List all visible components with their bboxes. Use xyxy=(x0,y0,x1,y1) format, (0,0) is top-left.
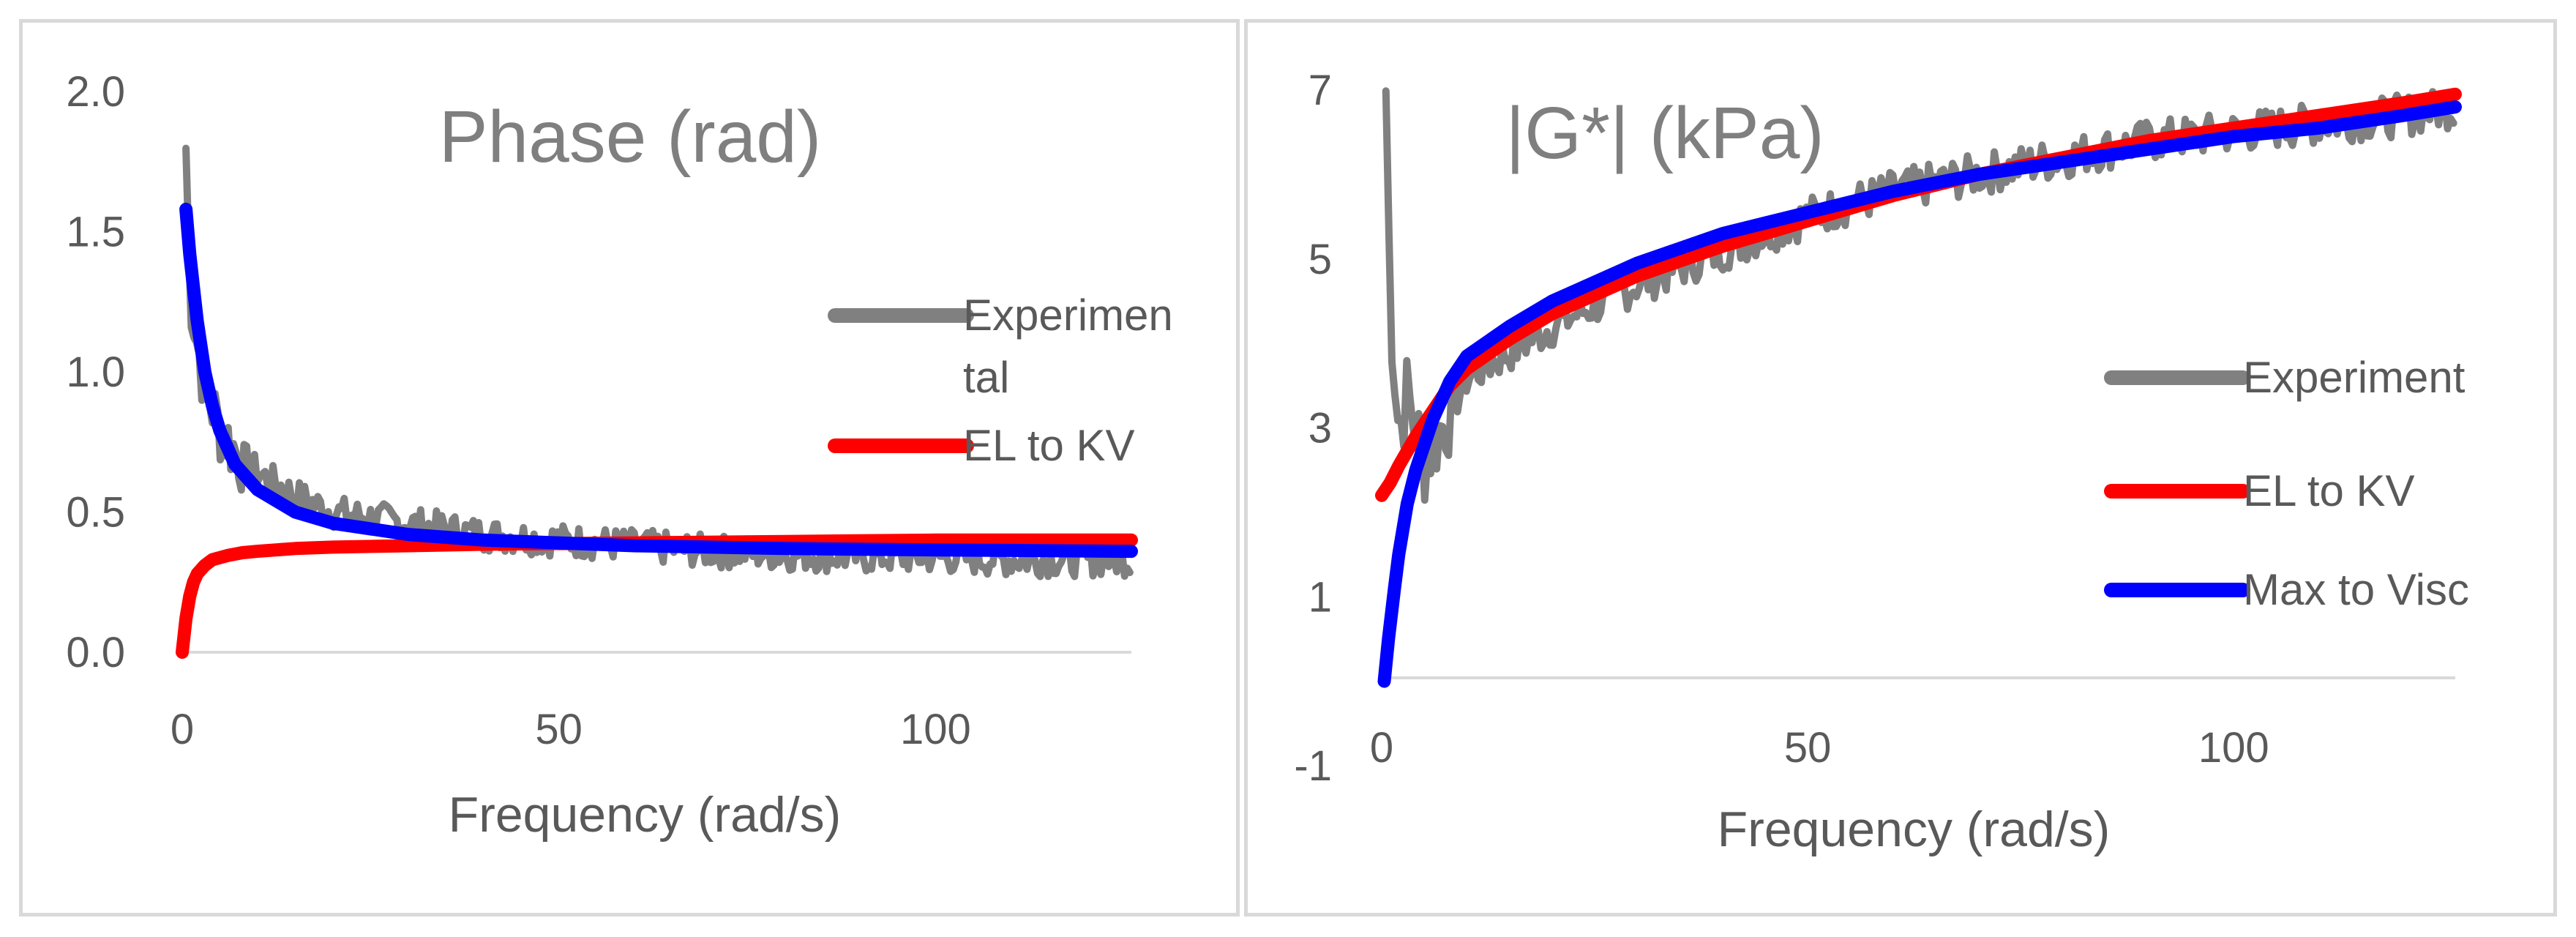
series-line-el-to-kv xyxy=(1375,87,2462,502)
modulus-chart-panel: |G*| (kPa) -1 1 3 5 7 0 50 100 Frequency (rad/s) E… xyxy=(1244,19,2557,917)
chart-title: |G*| (kPa) xyxy=(1505,92,1824,174)
legend-label: Experimen xyxy=(963,291,1173,340)
legend-label: EL to KV xyxy=(963,421,1135,470)
phase-chart-panel: Phase (rad) 0.0 0.5 1.0 1.5 2.0 0 50 100 Frequenc… xyxy=(19,19,1240,917)
phase-chart: Phase (rad) 0.0 0.5 1.0 1.5 2.0 0 50 100 Frequenc… xyxy=(66,68,1173,843)
y-tick-label: 0.5 xyxy=(66,489,125,537)
legend-label: EL to KV xyxy=(2243,466,2415,515)
modulus-chart: |G*| (kPa) -1 1 3 5 7 0 50 100 Frequency (rad/s) E… xyxy=(1294,67,2469,857)
x-tick-label: 0 xyxy=(171,706,194,753)
chart-title: Phase (rad) xyxy=(439,96,821,178)
y-tick-label: 2.0 xyxy=(66,68,125,116)
y-tick-label: 1.0 xyxy=(66,348,125,396)
y-tick-label: 7 xyxy=(1308,67,1332,114)
y-tick-label: 0.0 xyxy=(66,629,125,676)
x-tick-label: 50 xyxy=(1784,724,1832,772)
y-tick-label: 5 xyxy=(1308,236,1332,283)
y-tick-label: 1.5 xyxy=(66,209,125,256)
y-tick-label: 1 xyxy=(1308,573,1332,621)
x-tick-label: 100 xyxy=(2198,724,2269,772)
legend-label: Experiment xyxy=(2243,353,2465,402)
series-line-max-to-visc xyxy=(179,202,1138,559)
legend-label: tal xyxy=(963,353,1009,402)
x-tick-label: 100 xyxy=(900,706,971,753)
series-line-el-to-kv xyxy=(176,533,1138,659)
series-line-max-to-visc xyxy=(1377,100,2462,688)
x-tick-label: 0 xyxy=(1370,724,1393,772)
y-tick-label: -1 xyxy=(1294,742,1332,790)
y-tick-label: 3 xyxy=(1308,405,1332,452)
x-axis-title: Frequency (rad/s) xyxy=(449,787,842,843)
x-tick-label: 50 xyxy=(535,706,583,753)
legend-label: Max to Visc xyxy=(2243,565,2469,614)
x-axis-title: Frequency (rad/s) xyxy=(1718,802,2111,857)
